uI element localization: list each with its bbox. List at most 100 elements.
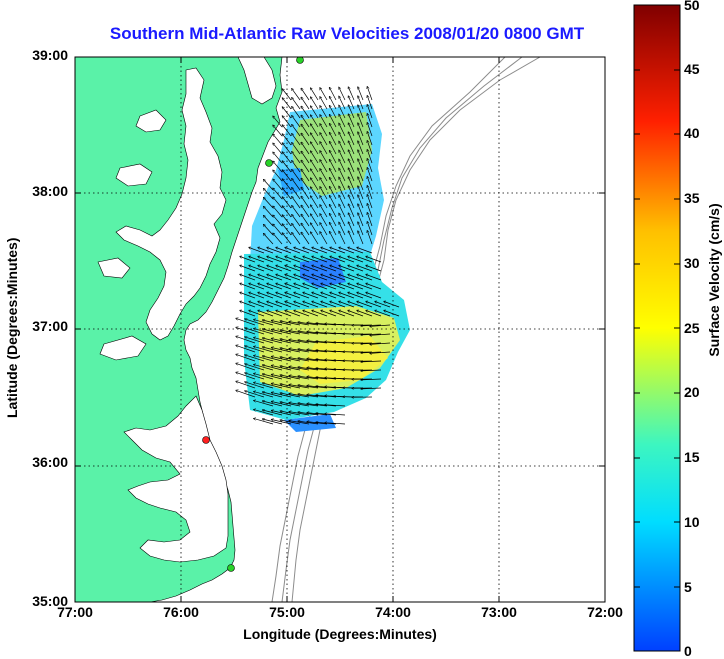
velocity-arrow: [292, 197, 301, 209]
velocity-arrow: [339, 168, 346, 182]
velocity-arrow: [294, 275, 310, 281]
velocity-arrow: [276, 284, 292, 290]
velocity-arrow: [294, 248, 310, 254]
velocity-arrow: [273, 233, 283, 245]
velocity-arrow: [339, 195, 346, 209]
velocity-arrow: [236, 327, 256, 335]
velocity-arrow: [263, 365, 283, 371]
velocity-arrow: [292, 125, 301, 137]
y-tick-label: 35:00: [32, 593, 68, 609]
velocity-arrow: [236, 363, 256, 371]
velocity-arrow: [312, 293, 328, 299]
velocity-arrow: [285, 275, 301, 281]
velocity-arrow: [320, 214, 328, 227]
velocity-arrow: [303, 293, 319, 299]
velocity-arrow: [249, 293, 265, 299]
velocity-arrow: [357, 293, 373, 299]
velocity-arrow: [320, 169, 328, 182]
velocity-arrow: [348, 302, 364, 308]
velocity-arrow: [320, 178, 328, 191]
velocity-arrow: [258, 293, 274, 299]
velocity-arrow: [348, 159, 355, 173]
velocity-arrow: [311, 124, 319, 137]
velocity-arrow: [339, 114, 346, 128]
velocity-arrow: [249, 266, 265, 272]
velocity-arrow: [339, 141, 346, 155]
velocity-arrow: [348, 222, 355, 236]
colorbar-tick-label: 40: [684, 125, 700, 141]
velocity-arrow: [273, 197, 283, 209]
velocity-arrow: [292, 206, 301, 218]
velocity-arrow: [330, 223, 337, 236]
velocity-arrow: [301, 223, 310, 236]
y-tick-label: 36:00: [32, 454, 68, 470]
velocity-arrow: [325, 405, 346, 407]
velocity-arrow: [366, 266, 382, 272]
velocity-arrow: [312, 311, 328, 317]
velocity-arrow: [348, 284, 364, 290]
velocity-arrow: [258, 248, 274, 254]
velocity-arrow: [366, 257, 382, 263]
velocity-arrow: [348, 311, 364, 317]
velocity-arrow: [330, 106, 337, 119]
velocity-arrow: [294, 284, 310, 290]
velocity-arrow: [254, 347, 274, 353]
x-tick-label: 75:00: [269, 604, 305, 620]
velocity-arrow: [292, 134, 301, 146]
velocity-arrow: [339, 150, 346, 164]
velocity-arrow: [258, 266, 274, 272]
velocity-arrow: [292, 98, 301, 110]
pamlico-sound: [123, 395, 229, 563]
velocity-arrow: [348, 248, 364, 254]
colorbar-tick-label: 45: [684, 61, 700, 77]
velocity-arrow: [249, 275, 265, 281]
velocity-arrow: [285, 266, 301, 272]
velocity-arrow: [320, 232, 328, 245]
velocity-arrow: [240, 311, 256, 317]
velocity-arrow: [263, 410, 283, 416]
velocity-arrow: [357, 311, 373, 317]
velocity-arrow: [264, 225, 274, 236]
velocity-arrow: [339, 159, 346, 173]
velocity-arrow: [367, 159, 373, 173]
velocity-arrow: [264, 216, 274, 227]
velocity-arrow: [276, 311, 292, 317]
velocity-arrow: [263, 338, 283, 344]
velocity-arrow: [249, 248, 265, 254]
velocity-arrow: [357, 275, 373, 281]
colorbar-tick-label: 35: [684, 190, 700, 206]
velocity-arrow: [339, 293, 355, 299]
velocity-arrow: [301, 169, 310, 182]
x-tick-label: 72:00: [587, 604, 623, 620]
velocity-arrow: [236, 354, 256, 362]
velocity-arrow: [292, 143, 301, 155]
colorbar-tick-label: 25: [684, 320, 700, 336]
velocity-arrow: [236, 318, 256, 326]
velocity-arrow: [292, 89, 301, 101]
velocity-arrow: [303, 257, 319, 263]
velocity-arrow: [267, 311, 283, 317]
velocity-arrow: [339, 222, 346, 236]
velocity-arrow: [358, 150, 364, 164]
velocity-arrow: [273, 224, 283, 236]
velocity-arrow: [311, 106, 319, 119]
velocity-arrow: [366, 275, 382, 281]
axis-ticks: [75, 57, 605, 602]
velocity-arrow: [273, 188, 283, 200]
velocity-arrow: [254, 392, 274, 398]
velocity-arrow: [330, 232, 337, 245]
velocity-arrow: [358, 177, 364, 191]
velocity-arrow: [330, 248, 346, 254]
velocity-arrow: [301, 142, 310, 155]
velocity-arrow: [367, 105, 373, 119]
velocity-arrow: [348, 87, 355, 101]
velocity-arrow: [325, 423, 346, 425]
velocity-arrow: [330, 266, 346, 272]
velocity-arrow: [264, 234, 274, 245]
velocity-arrow: [267, 257, 283, 263]
velocity-arrow: [292, 179, 301, 191]
velocity-arrow: [301, 106, 310, 119]
velocity-arrow: [264, 207, 274, 218]
velocity-arrow: [358, 96, 364, 110]
